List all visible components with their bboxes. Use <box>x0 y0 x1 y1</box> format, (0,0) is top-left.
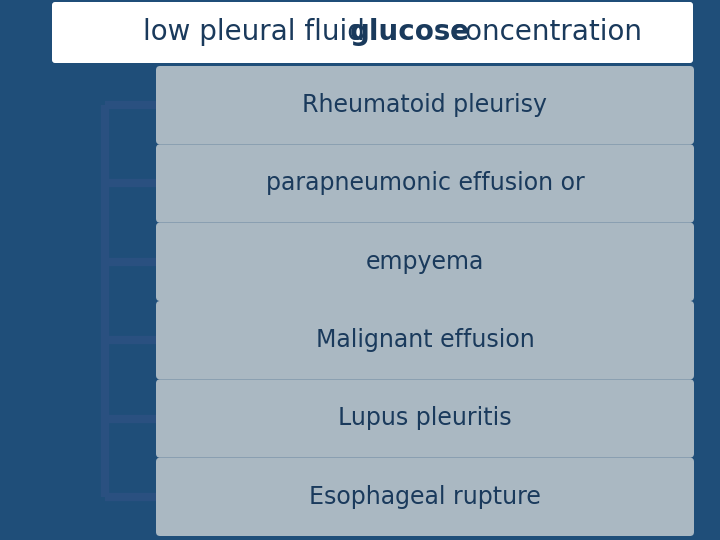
FancyBboxPatch shape <box>156 66 694 144</box>
FancyBboxPatch shape <box>156 458 694 536</box>
FancyBboxPatch shape <box>156 379 694 458</box>
FancyBboxPatch shape <box>156 222 694 301</box>
Text: parapneumonic effusion or: parapneumonic effusion or <box>266 172 585 195</box>
Text: Malignant effusion: Malignant effusion <box>315 328 534 352</box>
Text: low pleural fluid: low pleural fluid <box>143 18 374 46</box>
Text: concentration: concentration <box>441 18 642 46</box>
Text: glucose: glucose <box>0 539 1 540</box>
FancyBboxPatch shape <box>52 2 693 63</box>
Text: Rheumatoid pleurisy: Rheumatoid pleurisy <box>302 93 547 117</box>
Text: Lupus pleuritis: Lupus pleuritis <box>338 407 512 430</box>
Text: concentration: concentration <box>0 539 1 540</box>
Text: low pleural fluid: low pleural fluid <box>0 539 1 540</box>
Text: Esophageal rupture: Esophageal rupture <box>309 485 541 509</box>
FancyBboxPatch shape <box>156 144 694 222</box>
Text: empyema: empyema <box>366 250 484 274</box>
FancyBboxPatch shape <box>156 301 694 379</box>
Text: glucose: glucose <box>350 18 470 46</box>
